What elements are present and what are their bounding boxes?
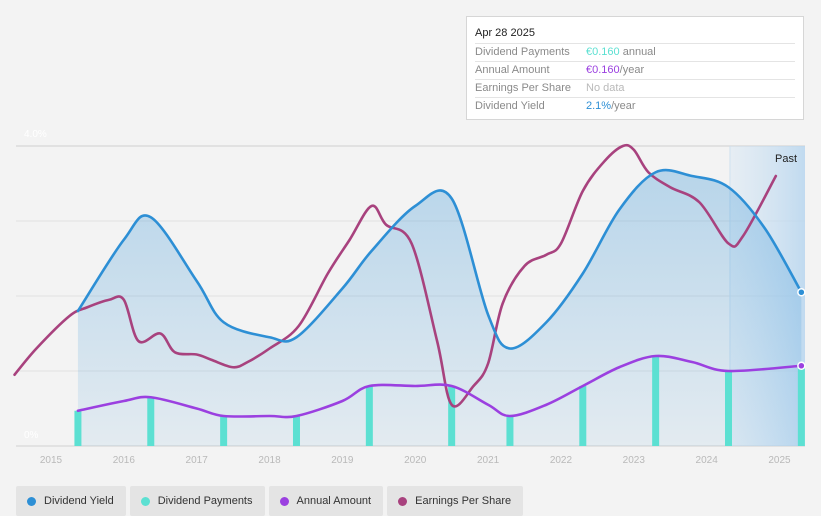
x-tick-label: 2024 bbox=[696, 455, 719, 466]
chart-legend: Dividend Yield Dividend Payments Annual … bbox=[16, 486, 527, 516]
dividend-payment-bar bbox=[74, 410, 82, 446]
dividend-payment-bar bbox=[292, 416, 300, 446]
legend-item-dividend-payments[interactable]: Dividend Payments bbox=[129, 486, 265, 516]
tooltip-value: €0.160 bbox=[586, 46, 620, 58]
x-tick-label: 2015 bbox=[40, 455, 63, 466]
tooltip-value: No data bbox=[586, 82, 625, 94]
legend-dot-icon bbox=[27, 496, 36, 506]
series-lines bbox=[13, 143, 803, 419]
dividend-yield-end-marker bbox=[797, 288, 806, 297]
dividend-yield-area-fill bbox=[77, 170, 802, 446]
tooltip-value: 2.1% bbox=[586, 100, 612, 112]
tooltip-suffix: /year bbox=[611, 100, 636, 112]
tooltip-label: Dividend Payments bbox=[475, 46, 570, 58]
x-tick-label: 2016 bbox=[113, 455, 136, 466]
tooltip-date: Apr 28 2025 bbox=[475, 27, 535, 39]
x-tick-label: 2018 bbox=[258, 455, 281, 466]
tooltip-row-dividend-payments: Dividend Payments €0.160 annual bbox=[475, 43, 795, 61]
axis-ticks: 2015 2016 2017 2018 2019 2020 2021 2022 2023 2024… bbox=[24, 129, 791, 466]
legend-item-dividend-yield[interactable]: Dividend Yield bbox=[16, 486, 126, 516]
tooltip-label: Annual Amount bbox=[475, 64, 550, 76]
dividend-payment-bar bbox=[579, 386, 587, 446]
annual-amount-end-marker bbox=[797, 361, 806, 370]
tooltip-label: Dividend Yield bbox=[475, 100, 545, 112]
x-tick-label: 2023 bbox=[623, 455, 646, 466]
legend-dot-icon bbox=[398, 496, 408, 506]
x-tick-label: 2025 bbox=[768, 455, 791, 466]
legend-label: Annual Amount bbox=[296, 495, 372, 507]
legend-label: Earnings Per Share bbox=[415, 495, 512, 507]
x-tick-label: 2020 bbox=[404, 455, 427, 466]
tooltip-suffix: /year bbox=[619, 64, 645, 76]
past-label: Past bbox=[775, 153, 797, 165]
dividend-payment-bar bbox=[725, 371, 733, 446]
dividend-payment-bar bbox=[365, 386, 373, 446]
legend-label: Dividend Payments bbox=[157, 495, 253, 507]
dividend-payment-bars bbox=[74, 356, 805, 446]
x-tick-label: 2017 bbox=[186, 455, 209, 466]
tooltip-suffix: annual bbox=[619, 46, 656, 58]
chart-tooltip: Apr 28 2025 Dividend Payments €0.160 ann… bbox=[466, 16, 804, 120]
x-tick-label: 2021 bbox=[477, 455, 500, 466]
tooltip-row-annual-amount: Annual Amount €0.160/year bbox=[475, 61, 795, 79]
dividend-yield-line bbox=[76, 168, 803, 350]
dividend-payment-bar bbox=[506, 416, 514, 446]
tooltip-value: €0.160 bbox=[586, 64, 620, 76]
x-tick-label: 2022 bbox=[550, 455, 573, 466]
legend-item-earnings-per-share[interactable]: Earnings Per Share bbox=[387, 486, 524, 516]
tooltip-row-earnings-per-share: Earnings Per Share No data bbox=[475, 79, 795, 97]
dividend-payment-bar bbox=[797, 365, 805, 446]
y-tick-label: 4.0% bbox=[24, 129, 47, 140]
dividend-payment-bar bbox=[220, 416, 228, 446]
earnings-per-share-line bbox=[13, 143, 778, 408]
legend-dot-icon bbox=[140, 496, 150, 506]
y-tick-label: 0% bbox=[24, 430, 39, 441]
dividend-payment-bar bbox=[652, 356, 660, 446]
dividend-payment-bar bbox=[448, 386, 456, 446]
legend-item-annual-amount[interactable]: Annual Amount bbox=[268, 486, 384, 516]
dividend-yield-area bbox=[77, 170, 802, 446]
legend-label: Dividend Yield bbox=[44, 495, 114, 507]
x-tick-label: 2019 bbox=[331, 455, 354, 466]
tooltip-row-dividend-yield: Dividend Yield 2.1%/year bbox=[475, 97, 795, 115]
end-markers bbox=[797, 288, 806, 370]
legend-dot-icon bbox=[279, 496, 289, 506]
annual-amount-line bbox=[76, 354, 803, 419]
dividend-payment-bar bbox=[147, 397, 155, 446]
tooltip-label: Earnings Per Share bbox=[475, 82, 571, 94]
